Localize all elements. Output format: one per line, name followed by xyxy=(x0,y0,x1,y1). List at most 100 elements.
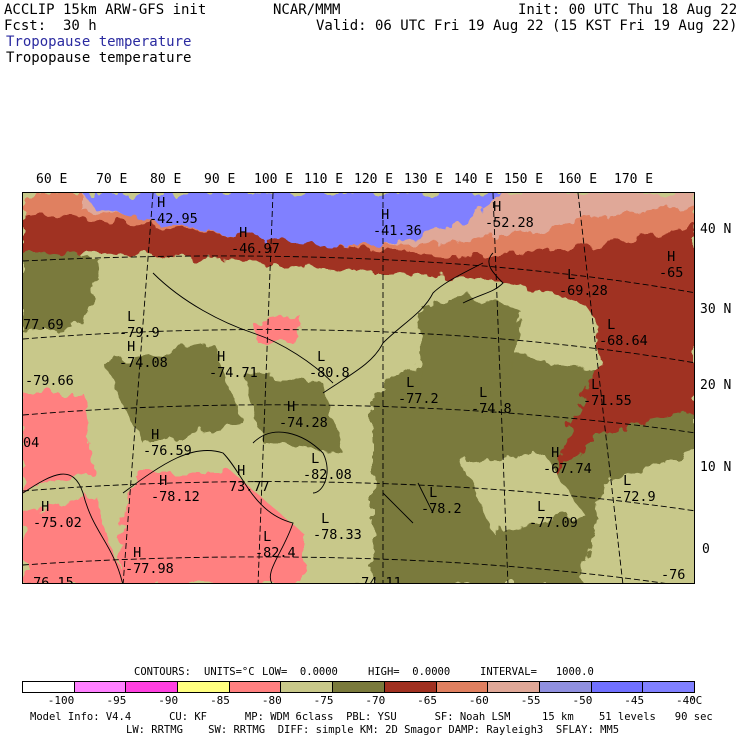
extremum-value: -76.59 xyxy=(143,443,192,459)
extremum-value: -74.71 xyxy=(209,365,258,381)
extremum-label: H -52.28 xyxy=(485,199,534,231)
extremum-mark: L xyxy=(313,511,330,527)
color-bar-tick: -70 xyxy=(365,694,386,707)
extremum-label: -76 xyxy=(661,567,685,583)
color-bar-swatch xyxy=(23,682,75,692)
color-bar-tick: -75 xyxy=(313,694,334,707)
color-bar-swatch xyxy=(74,682,127,692)
extremum-value: -74.11 xyxy=(353,575,402,584)
longitude-label: 70 E xyxy=(96,172,128,187)
color-bar-tick: -40 xyxy=(676,694,696,707)
color-bar-swatch xyxy=(591,682,644,692)
longitude-label: 90 E xyxy=(204,172,236,187)
extremum-label: 77.69 xyxy=(23,317,64,333)
extremum-mark: L xyxy=(599,317,616,333)
extremum-label: L -72.9 xyxy=(615,473,656,505)
extremum-label: -74.11 xyxy=(353,575,402,584)
longitude-label: 170 E xyxy=(614,172,654,187)
color-bar-tick: -100 xyxy=(47,694,75,707)
extremum-mark: L xyxy=(583,377,600,393)
color-bar-tick: -80 xyxy=(261,694,282,707)
extremum-mark: H xyxy=(373,207,390,223)
extremum-mark: L xyxy=(471,385,488,401)
extremum-label: L -69.28 xyxy=(559,267,608,299)
extremum-value: -67.74 xyxy=(543,461,592,477)
extremum-label: H -46.97 xyxy=(231,225,280,257)
extremum-value: -74.08 xyxy=(119,355,168,371)
extremum-value: -78.33 xyxy=(313,527,362,543)
extremum-value: 77.69 xyxy=(23,317,64,333)
color-bar-swatch xyxy=(643,682,694,692)
extremum-label: H -74.71 xyxy=(209,349,258,381)
extremum-mark: H xyxy=(149,195,166,211)
extremum-value: 04 xyxy=(23,435,40,451)
latitude-label: 30 N xyxy=(700,302,732,317)
extremum-label: H -65 xyxy=(659,249,683,281)
extremum-value: -77.2 xyxy=(398,391,439,407)
init-time: Init: 00 UTC Thu 18 Aug 22 xyxy=(518,2,738,18)
latitude-label: 0 xyxy=(702,542,710,557)
color-bar-swatch xyxy=(229,682,282,692)
contours-low: LOW= 0.0000 xyxy=(262,666,338,678)
extremum-label: L -79.9 xyxy=(119,309,160,341)
extremum-mark: L xyxy=(529,499,546,515)
color-bar-tick: -85 xyxy=(210,694,230,707)
latitude-label: 40 N xyxy=(700,222,732,237)
model-info-line1: Model Info: V4.4 CU: KF MP: WDM 6class P… xyxy=(30,711,713,723)
color-bar-swatch xyxy=(178,682,230,692)
contours-interval: INTERVAL= 1000.0 xyxy=(480,666,594,678)
extremum-label: H -74.08 xyxy=(119,339,168,371)
longitude-label: 110 E xyxy=(304,172,344,187)
extremum-label: H -76.59 xyxy=(143,427,192,459)
latitude-label: 20 N xyxy=(700,378,732,393)
extremum-value: -80.8 xyxy=(309,365,350,381)
color-bar-swatch xyxy=(488,682,540,692)
extremum-value: 73.77 xyxy=(229,479,270,495)
extremum-label: L -82.4 xyxy=(255,529,296,561)
extremum-value: -41.36 xyxy=(373,223,422,239)
extremum-value: -79.9 xyxy=(119,325,160,341)
longitude-label: 120 E xyxy=(354,172,394,187)
extremum-value: -52.28 xyxy=(485,215,534,231)
extremum-mark: H xyxy=(659,249,676,265)
color-bar-swatch xyxy=(539,682,592,692)
extremum-label: L -80.8 xyxy=(309,349,350,381)
extremum-label: 04 xyxy=(23,435,39,451)
extremum-value: -82.4 xyxy=(255,545,296,561)
extremum-mark: H xyxy=(125,545,142,561)
extremum-value: -69.28 xyxy=(559,283,608,299)
contours-units: UNITS=°C xyxy=(204,666,255,678)
longitude-label: 140 E xyxy=(454,172,494,187)
extremum-label: H 73.77 xyxy=(229,463,270,495)
extremum-mark: L xyxy=(421,485,438,501)
longitude-label: 100 E xyxy=(254,172,294,187)
model-info-line2: LW: RRTMG SW: RRTMG DIFF: simple KM: 2D … xyxy=(126,724,620,736)
extremum-value: -71.55 xyxy=(583,393,632,409)
extremum-value: -74.28 xyxy=(279,415,328,431)
extremum-value: -46.97 xyxy=(231,241,280,257)
extremum-value: -78.2 xyxy=(421,501,462,517)
extremum-label: H -75.02 xyxy=(33,499,82,531)
latitude-label: 10 N xyxy=(700,460,732,475)
extremum-label: H -42.95 xyxy=(149,195,198,227)
longitude-label: 130 E xyxy=(404,172,444,187)
extremum-mark: H xyxy=(279,399,296,415)
extremum-label: H -77.98 xyxy=(125,545,174,577)
color-bar-swatch xyxy=(333,682,385,692)
center-label: NCAR/MMM xyxy=(273,2,341,18)
color-bar-tick: -90 xyxy=(158,694,179,707)
extremum-label: L -74.8 xyxy=(471,385,512,417)
extremum-label: L -77.09 xyxy=(529,499,578,531)
color-bar-tick: -45 xyxy=(624,694,645,707)
field-title-2: Tropopause temperature xyxy=(6,50,192,66)
extremum-mark: L xyxy=(303,451,320,467)
extremum-label: L -78.33 xyxy=(313,511,362,543)
field-title-1: Tropopause temperature xyxy=(6,34,192,50)
extremum-value: -79.66 xyxy=(25,373,74,389)
extremum-mark: H xyxy=(229,463,246,479)
longitude-label: 60 E xyxy=(36,172,68,187)
color-bar-unit: °C xyxy=(689,694,703,707)
valid-time: Valid: 06 UTC Fri 19 Aug 22 (15 KST Fri … xyxy=(316,18,738,34)
extremum-label: L -68.64 xyxy=(599,317,648,349)
model-title: ACCLIP 15km ARW-GFS init xyxy=(4,2,207,18)
